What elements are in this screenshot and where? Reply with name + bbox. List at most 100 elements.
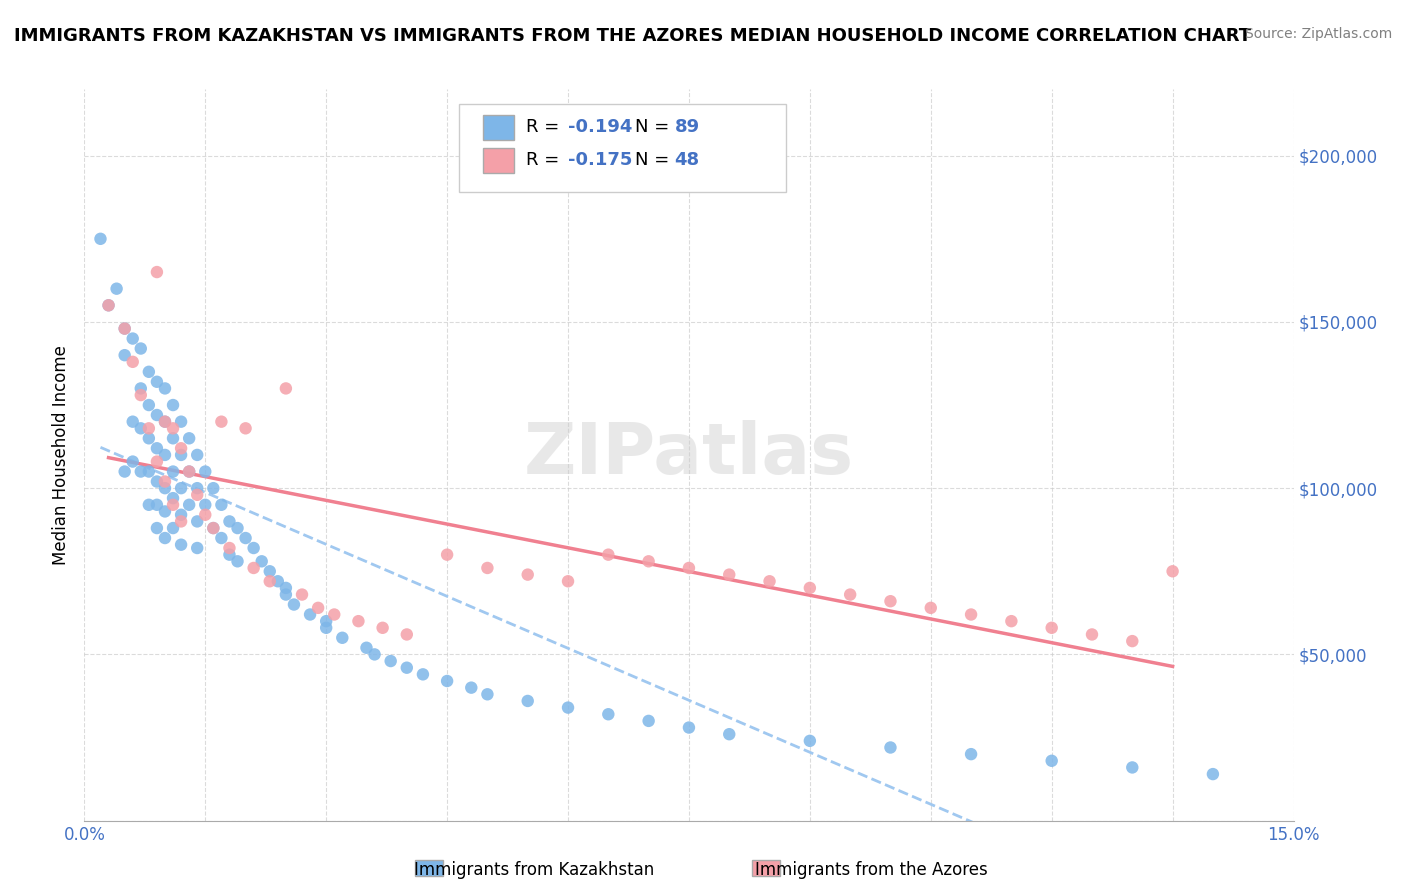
Point (153, 504, 176, 518)
Point (259, 564, 281, 578)
Point (138, 465, 160, 479)
Point (153, 475, 176, 489)
Point (194, 508, 217, 522)
Point (186, 488, 208, 502)
Point (186, 481, 208, 495)
Point (412, 667, 434, 681)
Point (799, 734, 821, 748)
Point (235, 531, 257, 545)
Point (718, 727, 741, 741)
Point (718, 567, 741, 582)
Point (799, 581, 821, 595)
Point (250, 554, 273, 568)
Point (242, 561, 264, 575)
Point (516, 694, 538, 708)
Point (194, 465, 217, 479)
Point (557, 700, 579, 714)
Point (129, 342, 152, 356)
Point (1121, 634, 1143, 648)
Point (97, 298, 120, 312)
Point (598, 707, 620, 722)
Point (218, 541, 240, 555)
Point (477, 687, 499, 701)
Point (218, 515, 240, 529)
Point (1202, 767, 1225, 781)
Point (170, 448, 193, 462)
Point (146, 454, 169, 468)
Point (114, 321, 136, 335)
Point (146, 498, 169, 512)
Point (146, 408, 169, 422)
Point (153, 531, 176, 545)
Point (218, 548, 240, 562)
Point (315, 614, 337, 628)
Point (129, 388, 152, 402)
Point (315, 621, 337, 635)
Text: Immigrants from the Azores: Immigrants from the Azores (755, 861, 988, 879)
Point (170, 442, 193, 456)
Point (121, 355, 143, 369)
Point (186, 541, 208, 555)
Point (209, 531, 232, 545)
Point (274, 588, 297, 602)
Point (274, 381, 297, 395)
Point (242, 541, 264, 555)
Y-axis label: Median Household Income: Median Household Income (52, 345, 70, 565)
Text: Immigrants from Kazakhstan: Immigrants from Kazakhstan (415, 861, 654, 879)
Point (129, 465, 152, 479)
Point (162, 491, 184, 505)
Point (153, 415, 176, 429)
Point (274, 581, 297, 595)
Text: R =: R = (526, 151, 565, 169)
FancyBboxPatch shape (415, 860, 443, 876)
Point (960, 607, 983, 622)
FancyBboxPatch shape (752, 860, 780, 876)
Point (97, 298, 120, 312)
Point (146, 265, 169, 279)
Point (138, 431, 160, 445)
Point (380, 654, 402, 668)
Point (395, 627, 418, 641)
Point (356, 640, 378, 655)
Point (879, 594, 901, 608)
Point (323, 607, 346, 622)
Point (516, 567, 538, 582)
Point (209, 415, 232, 429)
Point (105, 282, 128, 296)
Point (678, 721, 700, 735)
Point (138, 365, 160, 379)
Point (170, 481, 193, 495)
Point (146, 442, 169, 456)
Point (1081, 627, 1104, 641)
Point (557, 574, 579, 589)
Point (395, 661, 418, 675)
Point (138, 421, 160, 435)
Point (179, 498, 201, 512)
Point (114, 465, 136, 479)
Point (307, 600, 329, 615)
Text: 48: 48 (675, 151, 700, 169)
Point (1040, 621, 1063, 635)
Point (839, 588, 862, 602)
Point (153, 381, 176, 395)
Point (170, 508, 193, 522)
Point (226, 521, 249, 535)
Point (235, 421, 257, 435)
Point (1040, 754, 1063, 768)
Point (202, 521, 225, 535)
Point (226, 554, 249, 568)
Point (162, 431, 184, 445)
Point (460, 681, 482, 695)
Point (153, 481, 176, 495)
Point (153, 448, 176, 462)
Point (179, 465, 201, 479)
Point (347, 614, 370, 628)
Point (202, 481, 225, 495)
Point (138, 498, 160, 512)
Point (299, 607, 322, 622)
Point (1161, 564, 1184, 578)
Point (283, 598, 305, 612)
Point (259, 574, 281, 589)
Point (146, 475, 169, 489)
Text: -0.175: -0.175 (568, 151, 633, 169)
